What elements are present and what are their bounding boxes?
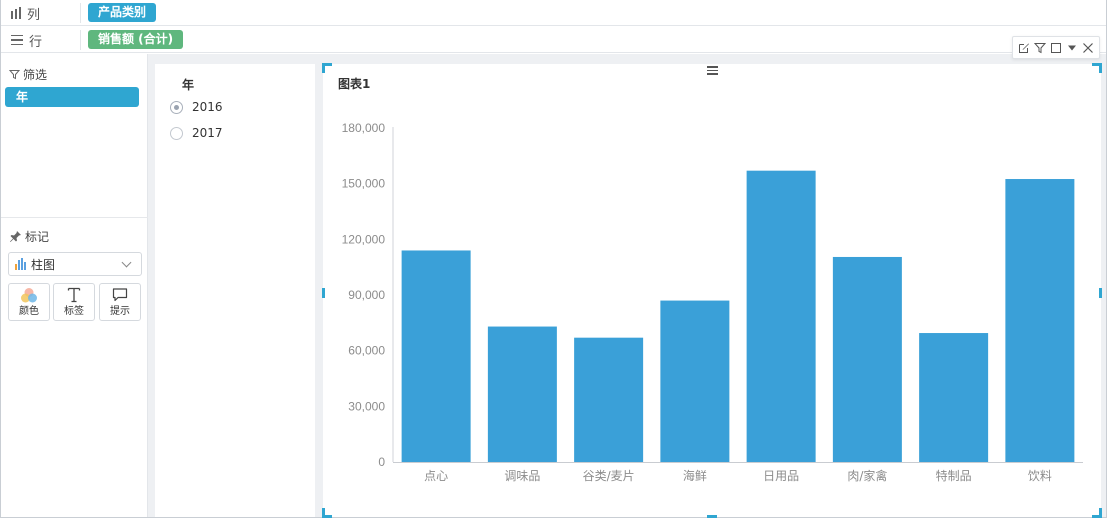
x-tick-label: 日用品 [763,469,799,483]
shelf-divider [80,3,81,23]
x-tick-label: 饮料 [1028,469,1052,483]
chevron-down-icon [121,257,132,268]
resize-handle[interactable] [322,508,332,518]
tooltip-icon [112,288,128,302]
label-mark-label: 标签 [64,306,84,317]
shelf-divider [80,30,81,50]
columns-shelf-label: 列 [27,7,41,23]
left-panel: 筛选 年 标记 柱图 颜色 标签 提示 [1,54,148,517]
close-icon[interactable] [1081,41,1095,55]
bar [487,326,557,462]
x-tick-label: 特制品 [936,468,972,483]
color-icon [21,288,37,303]
rows-shelf: 行 销售额 (合计) [1,27,1106,53]
chart-card[interactable]: 图表1 0 30,000 60,000 90,000 120,000 150,000 180… [322,63,1102,518]
x-tick-label: 肉/家禽 [847,468,887,483]
chart-title: 图表1 [338,77,371,91]
row-field-pill[interactable]: 销售额 (合计) [88,30,184,49]
x-tick-label: 点心 [424,469,448,483]
edit-icon[interactable] [1017,41,1031,55]
radio-unchecked-icon[interactable] [170,126,183,140]
y-tick-label: 120,000 [342,232,386,246]
color-mark-button[interactable]: 颜色 [8,283,50,321]
resize-handle[interactable] [322,288,325,298]
dropdown-icon[interactable] [1065,41,1079,55]
bar-chart-icon [15,258,26,270]
columns-shelf-header: 列 [11,0,40,26]
rows-icon [11,34,23,46]
pin-icon [10,231,21,242]
chart-card-toolbar [1012,36,1100,59]
year-filter-title: 年 [182,78,195,92]
marks-section-title: 标记 [9,228,49,245]
filter-icon [9,70,20,80]
filter-field-chip[interactable]: 年 [5,87,139,107]
chart-type-label: 柱图 [31,257,56,272]
filter-icon[interactable] [1033,41,1047,55]
resize-handle[interactable] [322,63,332,73]
bar [832,256,902,462]
y-tick-label: 0 [378,455,385,469]
tooltip-mark-button[interactable]: 提示 [99,283,141,321]
section-divider [1,217,148,218]
bar [660,300,730,462]
filter-title-label: 筛选 [23,68,48,82]
bar-chart: 0 30,000 60,000 90,000 120,000 150,000 180,000… [342,121,1083,483]
y-tick-label: 180,000 [342,121,386,135]
y-tick-label: 90,000 [348,288,385,302]
y-tick-label: 150,000 [342,177,386,191]
rows-shelf-header: 行 [11,27,42,53]
maximize-icon[interactable] [1049,41,1063,55]
tooltip-mark-label: 提示 [110,306,130,317]
year-option-label: 2016 [192,100,223,114]
year-filter-panel: 年 2016 2017 [155,64,315,517]
resize-handle[interactable] [1092,63,1102,73]
x-tick-label: 海鲜 [683,468,707,483]
columns-icon [11,7,21,19]
resize-handle[interactable] [707,515,717,518]
resize-handle[interactable] [1099,288,1102,298]
bar [1005,179,1075,462]
radio-checked-icon[interactable] [170,100,183,114]
x-tick-label: 谷类/麦片 [583,469,635,483]
column-field-pill[interactable]: 产品类别 [88,3,157,22]
label-mark-button[interactable]: 标签 [53,283,95,321]
x-tick-label: 调味品 [504,469,540,483]
bar [746,170,816,462]
rows-shelf-label: 行 [29,34,43,50]
year-option-2016[interactable]: 2016 [170,100,223,114]
bar [401,250,471,462]
text-label-icon [67,287,81,303]
drag-handle-icon[interactable] [707,66,718,75]
y-tick-label: 60,000 [348,344,385,358]
filter-section-title: 筛选 [9,66,47,83]
bar [919,333,989,462]
y-tick-label: 30,000 [348,399,385,413]
bar [574,337,644,462]
year-option-label: 2017 [192,126,223,140]
resize-handle[interactable] [1092,508,1102,518]
marks-title-label: 标记 [25,230,50,244]
color-mark-label: 颜色 [19,306,39,317]
columns-shelf: 列 产品类别 [1,0,1106,26]
chart-type-select[interactable]: 柱图 [8,252,142,276]
year-option-2017[interactable]: 2017 [170,126,223,140]
